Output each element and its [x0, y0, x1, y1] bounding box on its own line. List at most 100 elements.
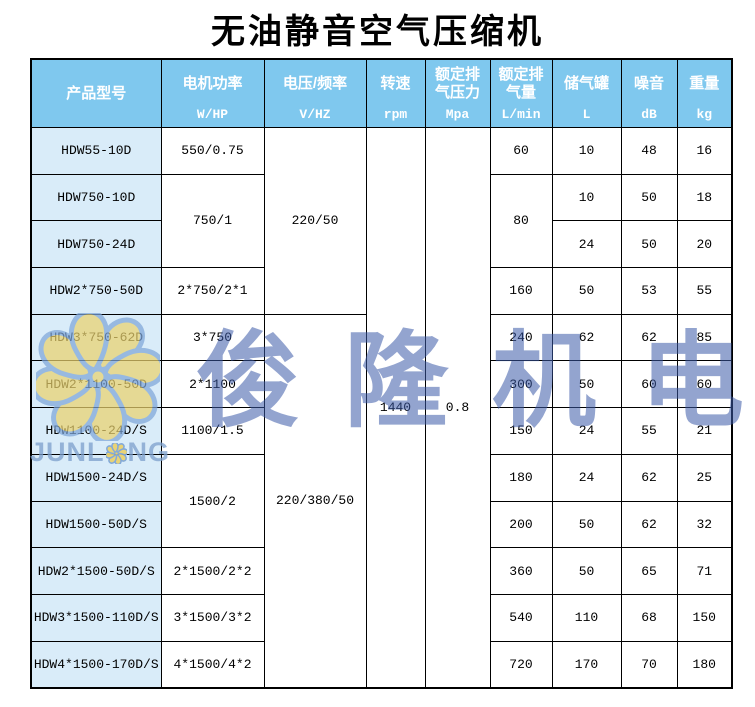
- model-cell: HDW2*1100-50D: [30, 360, 162, 409]
- spec-table-wrap: 产品型号 电机功率 W/HP 电压/频率 V/HZ 转速 rpm 额定排 气压力 Mpa 额定排 …: [30, 58, 733, 689]
- value-cell: 20: [676, 220, 733, 269]
- value-cell: 240: [489, 313, 553, 362]
- value-cell: 3*1500/3*2: [160, 593, 265, 642]
- model-cell: HDW750-10D: [30, 173, 162, 222]
- column-header-label: 噪音: [633, 74, 664, 92]
- value-cell: 540: [489, 593, 553, 642]
- column-header-1: 产品型号: [30, 58, 162, 128]
- value-cell: 71: [676, 547, 733, 595]
- value-cell: 50: [551, 547, 622, 595]
- value-cell: 1100/1.5: [160, 407, 265, 455]
- value-cell: 60: [676, 360, 733, 409]
- column-header-label: 产品型号: [66, 84, 127, 102]
- value-cell: 720: [489, 640, 553, 689]
- column-header-7: 储气罐 L: [551, 58, 622, 128]
- value-cell: 50: [620, 173, 678, 222]
- column-header-unit: rpm: [383, 107, 408, 122]
- value-cell: 55: [676, 267, 733, 315]
- column-header-label: 电机功率: [182, 74, 243, 92]
- column-header-label: 转速: [380, 74, 411, 92]
- value-cell: 80: [489, 173, 553, 269]
- model-cell: HDW4*1500-170D/S: [30, 640, 162, 689]
- value-cell: 360: [489, 547, 553, 595]
- value-cell: 16: [676, 127, 733, 175]
- value-cell: 24: [551, 220, 622, 269]
- table-row-7: HDW1100-24D/S 1100/1.5 150 24 55 21: [30, 407, 733, 455]
- column-header-unit: Mpa: [445, 107, 470, 122]
- model-cell: HDW1500-24D/S: [30, 453, 162, 502]
- value-cell: 2*750/2*1: [160, 267, 265, 315]
- model-cell: HDW3*750-62D: [30, 313, 162, 362]
- value-cell: 2*1100: [160, 360, 265, 409]
- column-header-unit: W/HP: [196, 107, 229, 122]
- value-cell: 160: [489, 267, 553, 315]
- column-header-4: 转速 rpm: [365, 58, 426, 128]
- model-cell: HDW2*750-50D: [30, 267, 162, 315]
- column-header-8: 噪音 dB: [620, 58, 678, 128]
- spec-table: 产品型号 电机功率 W/HP 电压/频率 V/HZ 转速 rpm 额定排 气压力 Mpa 额定排 …: [30, 58, 733, 689]
- column-header-2: 电机功率 W/HP: [160, 58, 265, 128]
- value-cell: 50: [551, 267, 622, 315]
- value-cell: 65: [620, 547, 678, 595]
- model-cell: HDW1100-24D/S: [30, 407, 162, 455]
- value-cell: 10: [551, 173, 622, 222]
- value-cell: 62: [620, 313, 678, 362]
- header-row: 产品型号 电机功率 W/HP 电压/频率 V/HZ 转速 rpm 额定排 气压力 Mpa 额定排 …: [30, 58, 733, 128]
- table-row-12: HDW4*1500-170D/S 4*1500/4*2 720 170 70 180: [30, 640, 733, 689]
- value-cell: 62: [551, 313, 622, 362]
- table-row-5: HDW3*750-62D 3*750 220/380/50 240 62 62 85: [30, 313, 733, 689]
- value-cell: 10: [551, 127, 622, 175]
- table-row-11: HDW3*1500-110D/S 3*1500/3*2 540 110 68 150: [30, 593, 733, 642]
- column-header-label: 储气罐: [563, 74, 609, 92]
- value-cell: 4*1500/4*2: [160, 640, 265, 689]
- column-header-unit: kg: [696, 107, 713, 122]
- value-cell: 750/1: [160, 173, 265, 269]
- table-row-10: HDW2*1500-50D/S 2*1500/2*2 360 50 65 71: [30, 547, 733, 595]
- column-header-label: 电压/频率: [282, 74, 348, 92]
- value-cell: 220/50: [263, 127, 367, 315]
- column-header-3: 电压/频率 V/HZ: [263, 58, 367, 128]
- model-cell: HDW1500-50D/S: [30, 500, 162, 549]
- value-cell: 68: [620, 593, 678, 642]
- value-cell: 53: [620, 267, 678, 315]
- value-cell: 170: [551, 640, 622, 689]
- column-header-unit: dB: [641, 107, 657, 122]
- table-row-3: HDW750-24D 24 50 20: [30, 220, 733, 269]
- column-header-label: 重量: [689, 74, 720, 92]
- value-cell: 70: [620, 640, 678, 689]
- value-cell: 0.8: [424, 126, 491, 689]
- column-header-label: 额定排 气量: [498, 65, 544, 101]
- model-cell: HDW750-24D: [30, 220, 162, 269]
- column-header-6: 额定排 气量 L/min: [489, 58, 553, 128]
- value-cell: 62: [620, 453, 678, 502]
- value-cell: 62: [620, 500, 678, 549]
- value-cell: 550/0.75: [160, 127, 265, 175]
- value-cell: 2*1500/2*2: [160, 547, 265, 595]
- value-cell: 180: [489, 453, 553, 502]
- value-cell: 150: [676, 593, 733, 642]
- column-header-label: 额定排 气压力: [434, 65, 480, 101]
- value-cell: 55: [620, 407, 678, 455]
- value-cell: 300: [489, 360, 553, 409]
- value-cell: 110: [551, 593, 622, 642]
- value-cell: 18: [676, 173, 733, 222]
- column-header-5: 额定排 气压力 Mpa: [424, 58, 491, 128]
- column-header-unit: L: [582, 107, 591, 122]
- value-cell: 25: [676, 453, 733, 502]
- table-row-1: HDW55-10D 550/0.75 220/50 1440 0.8 60 10 48 16: [30, 126, 733, 689]
- value-cell: 200: [489, 500, 553, 549]
- column-header-unit: L/min: [501, 107, 541, 122]
- value-cell: 150: [489, 407, 553, 455]
- value-cell: 85: [676, 313, 733, 362]
- value-cell: 60: [489, 127, 553, 175]
- value-cell: 24: [551, 407, 622, 455]
- table-row-2: HDW750-10D 750/1 80 10 50 18: [30, 173, 733, 269]
- value-cell: 1500/2: [160, 453, 265, 549]
- table-row-4: HDW2*750-50D 2*750/2*1 160 50 53 55: [30, 267, 733, 315]
- value-cell: 48: [620, 127, 678, 175]
- page-title: 无油静音空气压缩机: [211, 14, 544, 51]
- value-cell: 3*750: [160, 313, 265, 362]
- value-cell: 50: [620, 220, 678, 269]
- column-header-9: 重量 kg: [676, 58, 733, 128]
